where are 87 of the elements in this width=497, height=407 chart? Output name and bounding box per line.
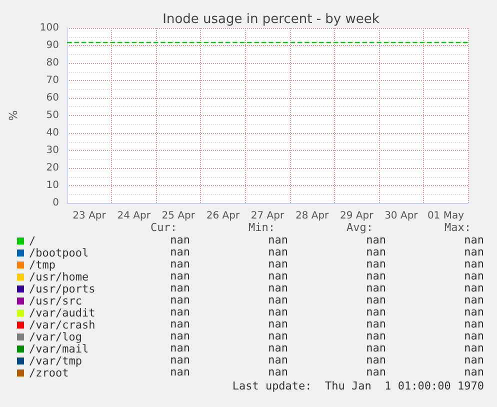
text: nan — [366, 270, 386, 282]
text: nan — [170, 318, 190, 330]
text: nan — [268, 330, 288, 342]
text: nan — [366, 258, 386, 270]
y-tick-label: 40 — [46, 128, 59, 138]
text: nan — [268, 366, 288, 378]
text: Last update: Thu Jan 1 01:00:00 1970 — [232, 380, 484, 392]
text: Avg: — [346, 221, 374, 234]
text: nan — [170, 294, 190, 306]
legend-label: /var/tmp — [29, 354, 82, 368]
y-tick-label: 100 — [40, 22, 59, 34]
x-tick-label: 25 Apr — [162, 210, 196, 222]
text: nan — [170, 270, 190, 282]
x-tick-label: 01 May — [427, 210, 464, 222]
y-tick-label: 70 — [46, 75, 59, 86]
text: nan — [268, 258, 288, 270]
text: nan — [366, 306, 386, 318]
text: nan — [366, 234, 386, 246]
legend-label: /usr/ports — [29, 282, 96, 296]
text: nan — [268, 234, 288, 246]
text: nan — [170, 282, 190, 294]
text: nan — [170, 306, 190, 318]
text: nan — [268, 342, 288, 354]
text: nan — [170, 366, 190, 378]
legend-label: /var/log — [29, 330, 82, 344]
legend-label: /bootpool — [29, 246, 89, 260]
text: nan — [170, 342, 190, 354]
legend-label: /zroot — [29, 366, 69, 380]
x-tick-label: 30 Apr — [384, 210, 419, 222]
x-tick-label: 26 Apr — [206, 210, 240, 222]
text: nan — [268, 270, 288, 282]
y-tick-label: 60 — [46, 92, 59, 104]
text: nan — [464, 234, 484, 246]
y-tick-label: 80 — [46, 58, 59, 68]
y-axis-title: % — [7, 110, 20, 121]
x-tick-label: 27 Apr — [250, 210, 285, 222]
y-tick-label: 0 — [52, 198, 59, 208]
legend-label: /var/crash — [29, 318, 96, 332]
y-tick-label: 20 — [46, 162, 59, 174]
y-tick-label: 10 — [46, 180, 59, 191]
text: nan — [170, 246, 190, 258]
legend-label: / — [29, 234, 36, 248]
text: Cur: — [150, 221, 178, 234]
y-tick-label: 50 — [46, 110, 59, 121]
text: nan — [170, 234, 190, 246]
text: nan — [366, 354, 386, 366]
text: nan — [464, 342, 484, 354]
text: nan — [464, 270, 484, 282]
text: nan — [268, 306, 288, 318]
chart-title: Inode usage in percent - by week — [162, 12, 380, 27]
y-tick-label: 30 — [46, 145, 59, 156]
text: nan — [464, 246, 484, 258]
legend-label: /usr/src — [29, 294, 82, 308]
text: nan — [366, 246, 386, 258]
text: nan — [464, 294, 484, 306]
text: nan — [268, 294, 288, 306]
text: nan — [366, 318, 386, 330]
text: nan — [464, 318, 484, 330]
text: nan — [464, 258, 484, 270]
x-tick-label: 24 Apr — [117, 210, 152, 222]
text: nan — [464, 366, 484, 378]
x-tick-label: 29 Apr — [340, 210, 374, 222]
text: nan — [366, 366, 386, 378]
text: nan — [366, 282, 386, 294]
text: nan — [170, 354, 190, 366]
text: nan — [268, 318, 288, 330]
text: Max: — [444, 221, 472, 234]
x-tick-label: 23 Apr — [72, 210, 107, 222]
legend-label: /var/audit — [29, 306, 96, 320]
text: nan — [366, 294, 386, 306]
text: nan — [268, 354, 288, 366]
text: nan — [464, 282, 484, 294]
text: nan — [464, 354, 484, 366]
text: nan — [268, 246, 288, 258]
text: nan — [170, 258, 190, 270]
text: nan — [366, 342, 386, 354]
text: nan — [170, 330, 190, 342]
legend-label: /var/mail — [29, 342, 89, 356]
legend-label: /usr/home — [29, 270, 89, 284]
x-tick-label: 28 Apr — [295, 210, 330, 222]
text: nan — [366, 330, 386, 342]
text: Min: — [248, 221, 276, 234]
y-tick-label: 90 — [46, 40, 59, 51]
text: nan — [464, 306, 484, 318]
legend-label: /tmp — [29, 258, 56, 272]
text: nan — [268, 282, 288, 294]
text: nan — [464, 330, 484, 342]
